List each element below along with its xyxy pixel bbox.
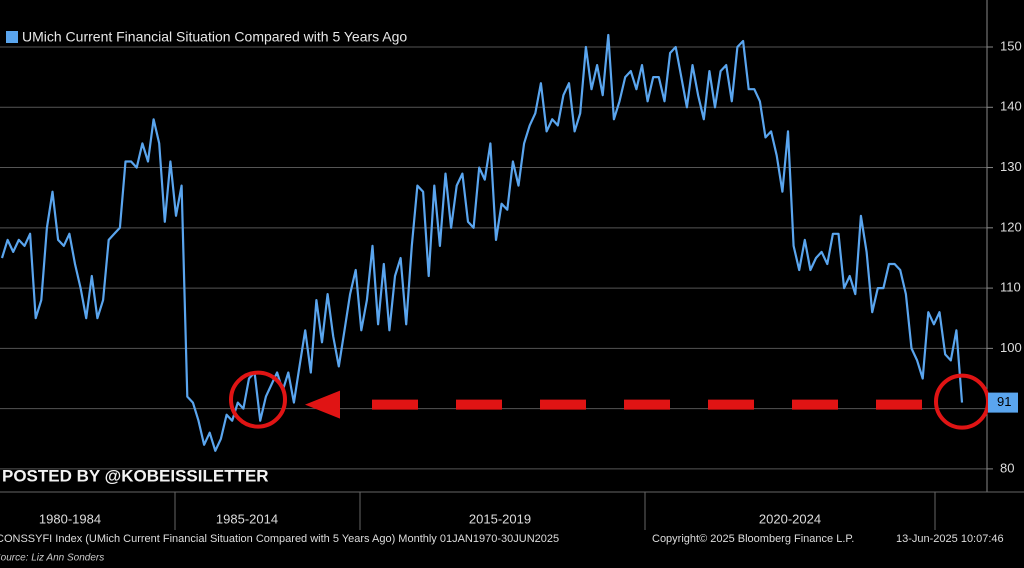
legend-swatch xyxy=(6,31,18,43)
y-tick-label: 80 xyxy=(1000,460,1014,475)
annotation-arrow xyxy=(305,390,340,419)
plot xyxy=(0,33,964,452)
annotation-circle xyxy=(229,370,287,429)
watermark: POSTED BY @KOBEISSILETTER xyxy=(2,466,269,485)
y-tick-label: 120 xyxy=(1000,219,1022,234)
y-tick-label: 130 xyxy=(1000,159,1022,174)
y-tick-label: 150 xyxy=(1000,38,1022,53)
x-period-label: 1985-2014 xyxy=(216,511,278,526)
last-value-box xyxy=(988,392,1018,413)
footer-source: Source: Liz Ann Sonders xyxy=(0,553,104,564)
footer-index: CONSSYFI Index (UMich Current Financial … xyxy=(0,533,559,545)
footer-copyright: Copyright© 2025 Bloomberg Finance L.P. xyxy=(652,533,854,545)
legend-label: UMich Current Financial Situation Compar… xyxy=(22,29,407,45)
data-line xyxy=(0,33,964,452)
y-tick-label: 140 xyxy=(1000,99,1022,114)
y-tick-label: 100 xyxy=(1000,340,1022,355)
y-tick-label: 110 xyxy=(1000,280,1021,295)
x-period-label: 2020-2024 xyxy=(759,511,821,526)
x-period-label: 2015-2019 xyxy=(469,511,531,526)
last-value-label: 91 xyxy=(997,394,1011,409)
x-period-label: 1980-1984 xyxy=(39,511,101,526)
footer-timestamp: 13-Jun-2025 10:07:46 xyxy=(896,533,1004,545)
